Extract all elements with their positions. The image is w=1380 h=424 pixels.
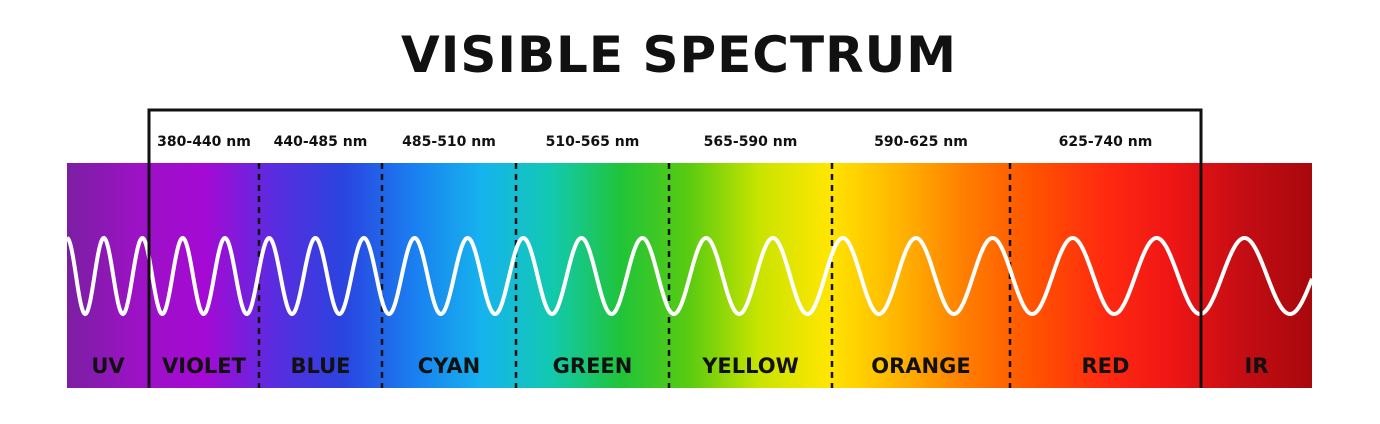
range-label: 590-625 nm [874, 134, 968, 150]
visible-range-bracket [147, 108, 1203, 388]
range-label: 485-510 nm [402, 134, 496, 150]
diagram-title: VISIBLE SPECTRUM [401, 26, 957, 84]
range-label: 625-740 nm [1059, 134, 1153, 150]
band-label-uv: UV [91, 354, 125, 378]
band-label-cyan: CYAN [418, 354, 480, 378]
band-label-yellow: YELLOW [701, 354, 799, 378]
range-label: 565-590 nm [704, 134, 798, 150]
band-label-green: GREEN [553, 354, 633, 378]
band-label-ir: IR [1245, 354, 1269, 378]
band-label-blue: BLUE [290, 354, 350, 378]
band-label-violet: VIOLET [162, 354, 247, 378]
range-label: 510-565 nm [546, 134, 640, 150]
sine-wave [65, 235, 1314, 317]
range-label: 440-485 nm [274, 134, 368, 150]
wavelength-range-labels: 380-440 nm 440-485 nm 485-510 nm 510-565 nm… [157, 134, 1152, 150]
band-label-orange: ORANGE [871, 354, 970, 378]
band-label-red: RED [1082, 354, 1130, 378]
range-label: 380-440 nm [157, 134, 251, 150]
band-name-labels: UV VIOLET BLUE CYAN GREEN YELLOW ORANGE RED IR [91, 354, 1268, 378]
